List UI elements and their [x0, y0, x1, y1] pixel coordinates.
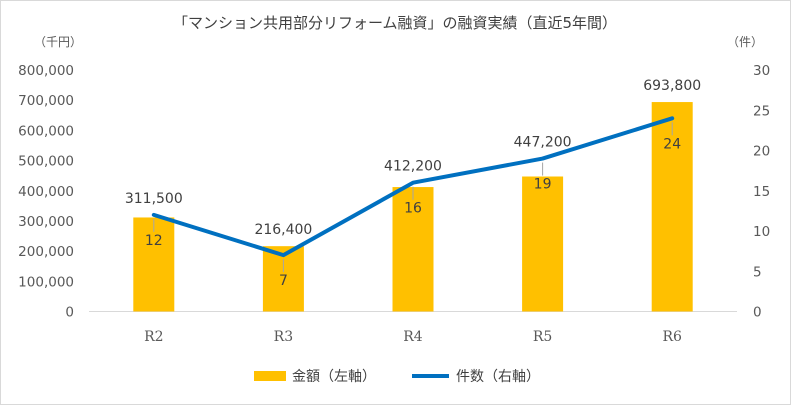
left-tick-label: 200,000: [18, 244, 74, 260]
left-axis-ticks: 0 100,000 200,000 300,000 400,000 500,000 600,…: [18, 63, 74, 321]
category-label-R4: R4: [403, 329, 423, 345]
left-tick-label: 600,000: [18, 123, 74, 139]
category-label-R6: R6: [662, 329, 682, 345]
left-axis-unit: （千円）: [34, 35, 82, 49]
left-tick-label: 500,000: [18, 154, 74, 170]
right-tick-label: 30: [753, 63, 770, 79]
legend-swatch-bar: [254, 371, 286, 381]
legend: 金額（左軸） 件数（右軸）: [254, 369, 540, 385]
left-tick-label: 100,000: [18, 274, 74, 290]
right-tick-label: 25: [753, 103, 770, 119]
line-series: [151, 116, 675, 258]
right-tick-label: 20: [753, 144, 770, 160]
amount-label-R2: 311,500: [125, 191, 183, 207]
count-label-R6: 24: [663, 136, 681, 152]
amount-label-R5: 447,200: [514, 135, 572, 151]
data-labels: 311,500 216,400 412,200 447,200 693,800 12 7 16…: [125, 78, 701, 289]
bar-R2: [133, 217, 175, 312]
bar-series: [133, 102, 693, 312]
amount-label-R4: 412,200: [384, 159, 442, 175]
left-tick-label: 0: [65, 305, 74, 321]
right-tick-label: 15: [753, 184, 770, 200]
amount-label-R6: 693,800: [643, 78, 701, 94]
left-tick-label: 800,000: [18, 63, 74, 79]
count-label-R5: 19: [534, 177, 552, 193]
right-tick-label: 0: [753, 305, 762, 321]
left-tick-label: 400,000: [18, 184, 74, 200]
bar-R5: [522, 176, 564, 312]
right-axis-unit: （件）: [727, 35, 763, 49]
category-label-R3: R3: [274, 329, 293, 345]
left-tick-label: 700,000: [18, 93, 74, 109]
right-axis-ticks: 0 5 10 15 20 25 30: [753, 63, 770, 321]
left-tick-label: 300,000: [18, 214, 74, 230]
count-label-R3: 7: [279, 273, 288, 289]
amount-label-R3: 216,400: [254, 222, 312, 238]
count-label-R2: 12: [145, 233, 163, 249]
count-label-R4: 16: [404, 201, 422, 217]
category-label-R2: R2: [144, 329, 163, 345]
right-tick-label: 10: [753, 224, 770, 240]
legend-label-bar: 金額（左軸）: [292, 369, 376, 385]
category-label-R5: R5: [533, 329, 552, 345]
bar-R4: [392, 187, 434, 312]
bar-R6: [651, 102, 693, 312]
right-tick-label: 5: [753, 264, 762, 280]
category-labels: R2 R3 R4 R5 R6: [144, 329, 682, 345]
legend-label-line: 件数（右軸）: [456, 369, 540, 385]
chart-title: 「マンション共用部分リフォーム融資」の融資実績（直近5年間）: [173, 14, 617, 32]
